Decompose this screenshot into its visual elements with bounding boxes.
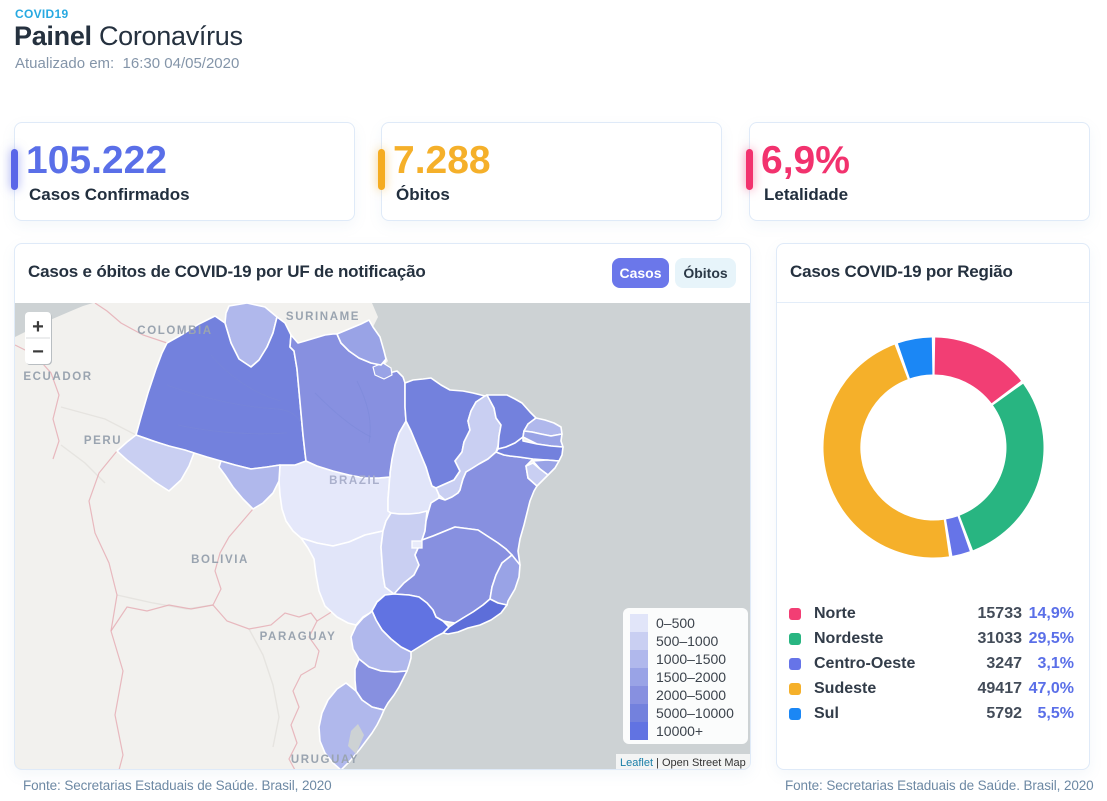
svg-text:10000+: 10000+ xyxy=(656,723,703,739)
svg-text:+: + xyxy=(32,316,44,338)
svg-text:0–500: 0–500 xyxy=(656,615,695,631)
svg-text:1000–1500: 1000–1500 xyxy=(656,651,726,667)
svg-text:2000–5000: 2000–5000 xyxy=(656,687,726,703)
svg-text:SURINAME: SURINAME xyxy=(286,311,360,323)
svg-text:Leaflet | Open Street Map: Leaflet | Open Street Map xyxy=(620,757,746,769)
svg-text:ECUADOR: ECUADOR xyxy=(23,371,92,383)
svg-text:PARAGUAY: PARAGUAY xyxy=(260,631,337,643)
svg-text:BRAZIL: BRAZIL xyxy=(329,475,381,487)
svg-text:500–1000: 500–1000 xyxy=(656,633,719,649)
svg-text:BOLIVIA: BOLIVIA xyxy=(191,554,249,566)
svg-text:5000–10000: 5000–10000 xyxy=(656,705,734,721)
svg-text:COLOMBIA: COLOMBIA xyxy=(137,325,212,337)
svg-text:URUGUAY: URUGUAY xyxy=(291,754,359,766)
svg-text:1500–2000: 1500–2000 xyxy=(656,669,726,685)
svg-text:PERU: PERU xyxy=(84,435,122,447)
svg-text:−: − xyxy=(32,341,44,363)
